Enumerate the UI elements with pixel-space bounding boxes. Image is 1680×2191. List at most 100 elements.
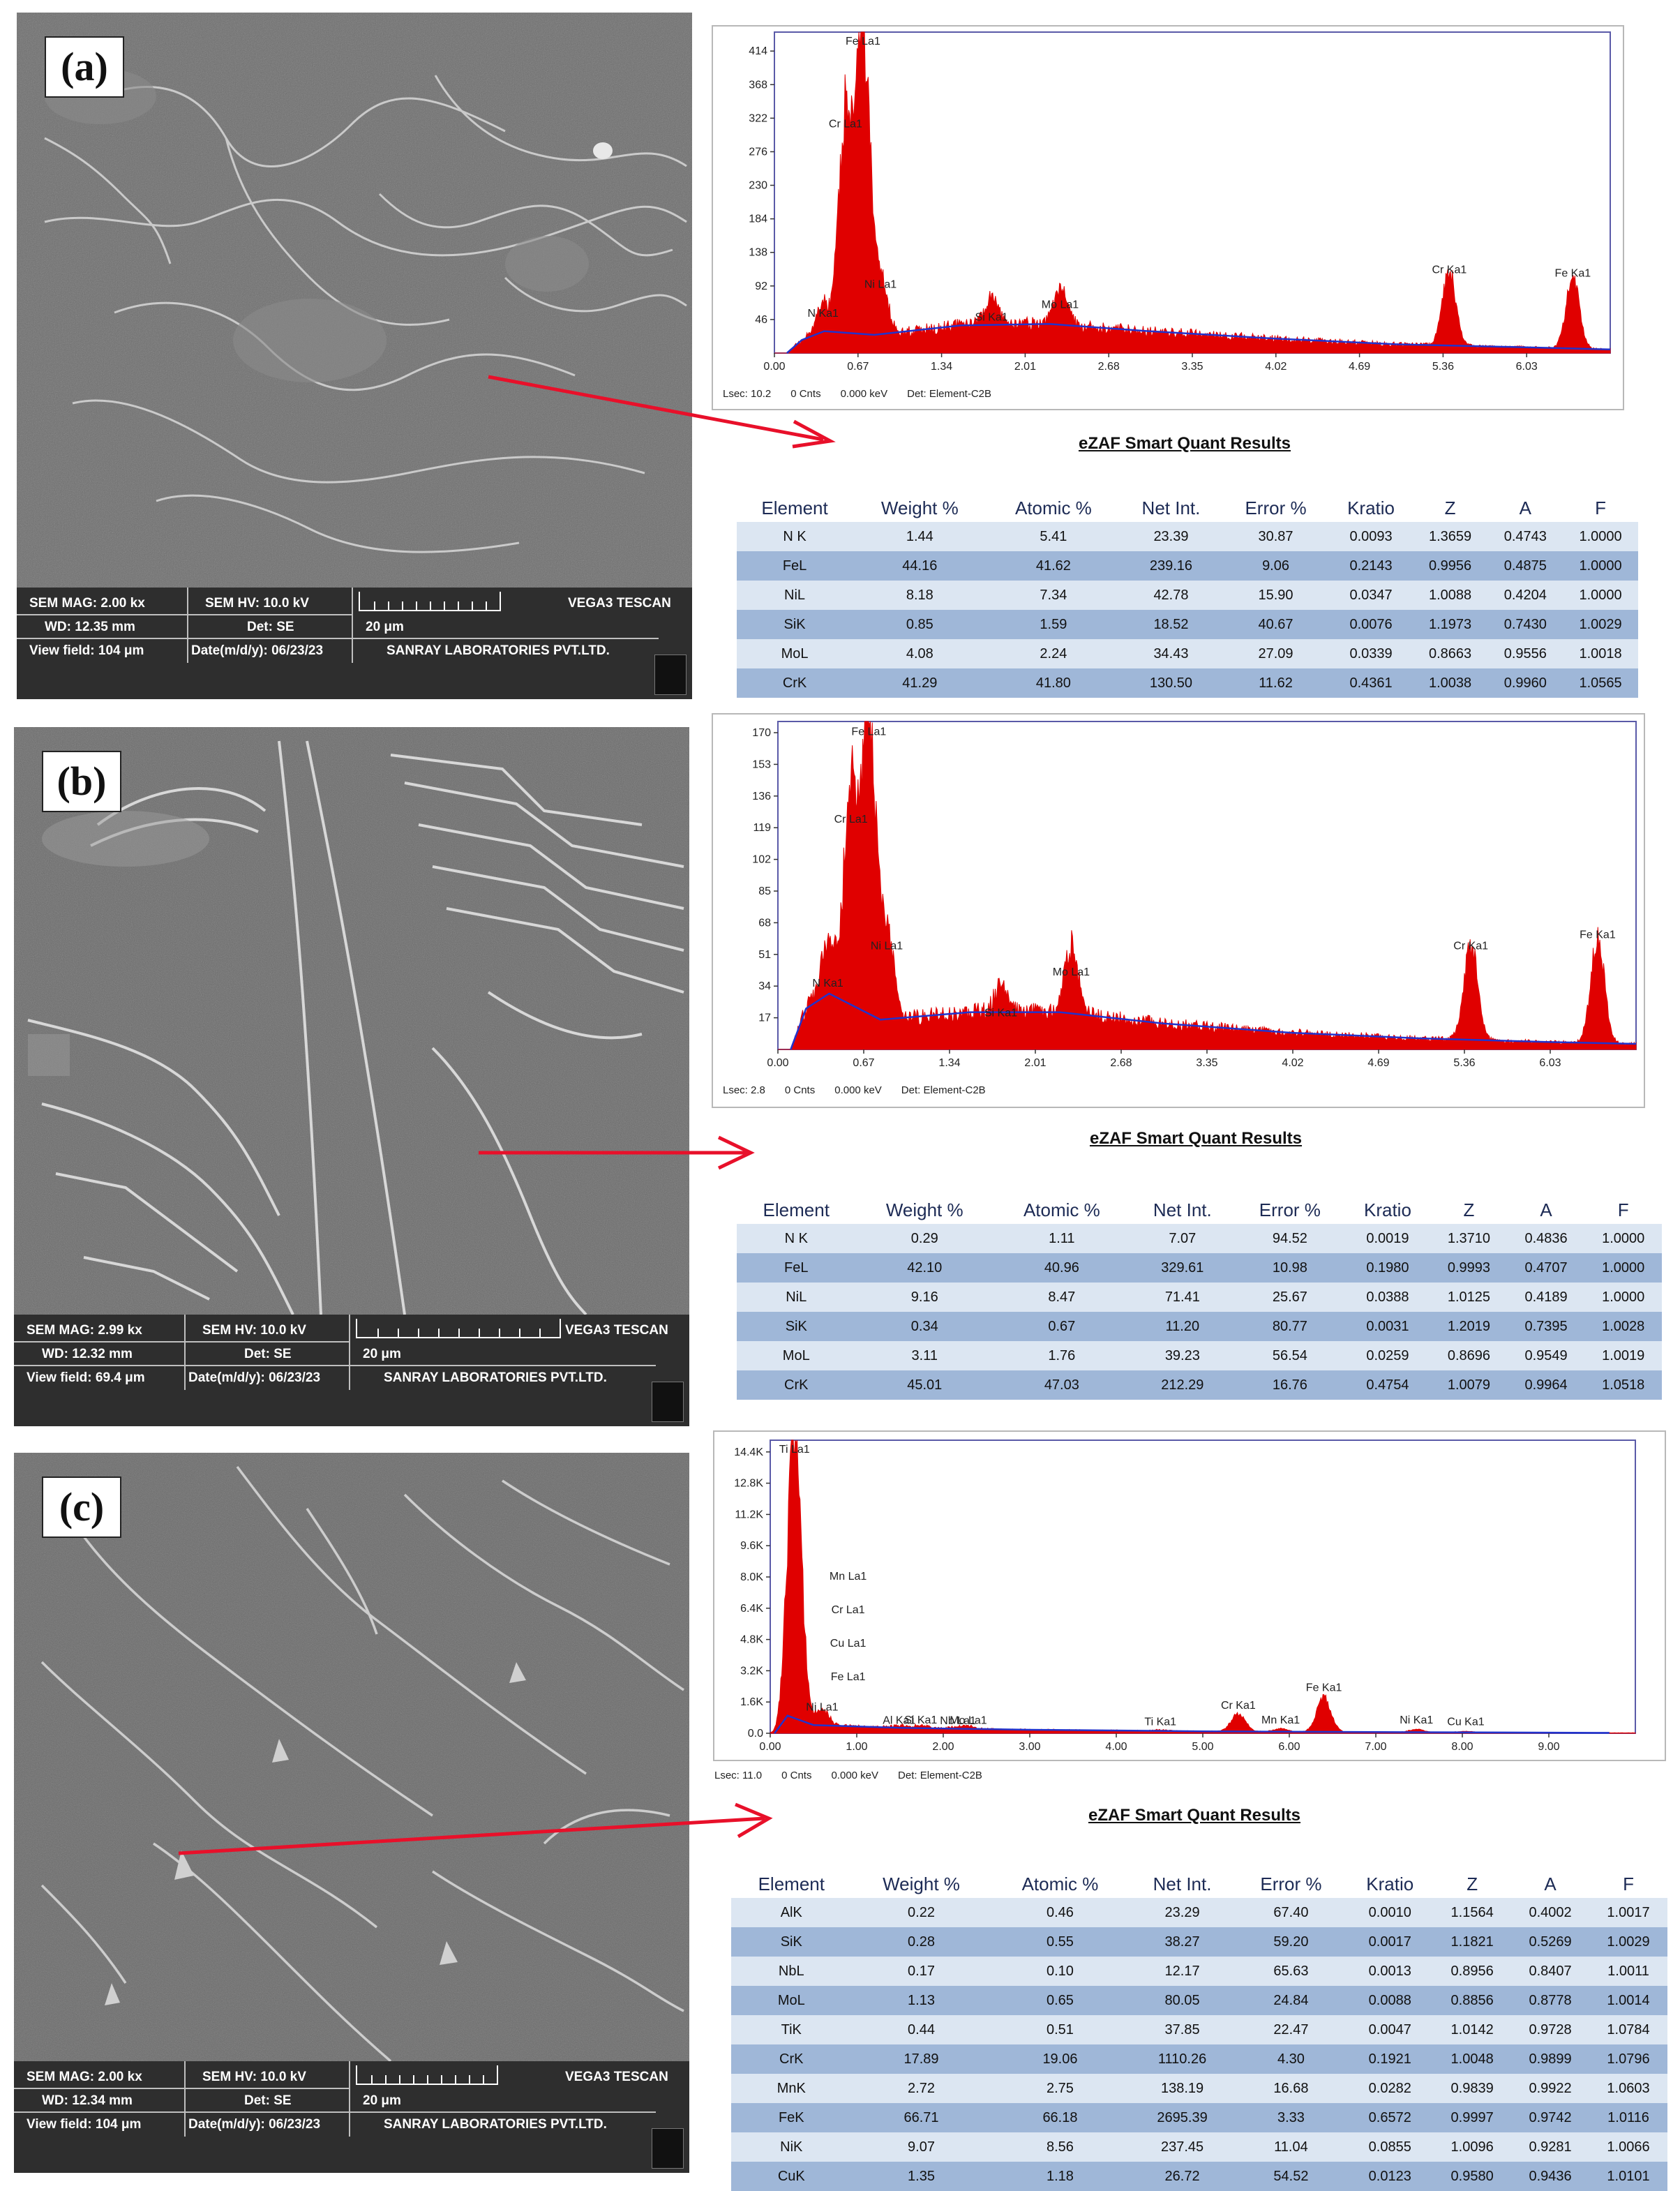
y-tick-label: 368 [749, 79, 767, 91]
quant-cell: 0.0031 [1344, 1312, 1431, 1341]
quant-row: CrK 41.29 41.80 130.50 11.62 0.4361 1.0038 0.99… [737, 668, 1638, 698]
quant-cell: 0.9580 [1433, 2162, 1512, 2191]
quant-cell: 11.04 [1235, 2132, 1347, 2162]
quant-cell: 0.9899 [1511, 2044, 1590, 2074]
quant-cell: 1.0017 [1589, 1898, 1667, 1927]
y-tick-label: 102 [752, 854, 771, 866]
quant-cell: 66.71 [851, 2103, 991, 2132]
panel-label-b: (b) [42, 751, 121, 812]
quant-cell: 1.0796 [1589, 2044, 1667, 2074]
quant-cell: 0.9997 [1433, 2103, 1512, 2132]
quant-cell: 16.68 [1235, 2074, 1347, 2103]
quant-cell: 1.0518 [1584, 1370, 1662, 1400]
plot-area [770, 1440, 1636, 1734]
panel-a: (a) SEM MAG: 2.00 kx SEM HV: 10.0 kV VEG… [0, 0, 1680, 705]
quant-cell: 1.0116 [1589, 2103, 1667, 2132]
quant-header-cell: Atomic % [1023, 1199, 1100, 1220]
quant-cell: 80.05 [1129, 1986, 1236, 2015]
quant-cell: 1.3659 [1412, 522, 1488, 551]
quant-header-cell: Element [763, 1199, 830, 1220]
quant-header-cell: Error % [1245, 497, 1307, 518]
quant-cell: 42.10 [855, 1253, 993, 1283]
quant-cell: CuK [731, 2162, 852, 2191]
quant-cell: 1.0014 [1589, 1986, 1667, 2015]
quant-header-cell: Weight % [880, 497, 959, 518]
y-tick-label: 92 [755, 281, 767, 292]
x-tick-label: 2.68 [1098, 361, 1120, 373]
quant-cell: 40.96 [993, 1253, 1130, 1283]
sem-mag: SEM MAG: 2.00 kx [29, 596, 145, 611]
quant-row: FeK 66.71 66.18 2695.39 3.33 0.6572 0.9997 0.97… [731, 2103, 1667, 2132]
quant-cell: 0.4189 [1507, 1283, 1585, 1312]
y-tick-label: 170 [752, 727, 771, 739]
peak-label: Si Ka1 [904, 1714, 937, 1726]
peak-label: Ni La1 [864, 278, 897, 290]
quant-cell: 0.67 [993, 1312, 1130, 1341]
quant-cell: SiK [737, 610, 853, 639]
x-tick-label: 4.02 [1265, 361, 1287, 373]
sem-micrograph-a [17, 13, 692, 588]
x-tick-label: 3.35 [1196, 1057, 1217, 1069]
quant-row: MoL 3.11 1.76 39.23 56.54 0.0259 0.8696 0.9549 1… [737, 1341, 1662, 1370]
quant-cell: 1.0011 [1589, 1957, 1667, 1986]
background-fit-line [774, 1714, 1610, 1734]
quant-cell: 7.07 [1130, 1224, 1235, 1253]
y-tick-label: 276 [749, 146, 767, 158]
quant-cell: MoL [737, 639, 853, 668]
quant-cell: 2.75 [991, 2074, 1130, 2103]
x-tick-label: 4.02 [1282, 1057, 1303, 1069]
y-tick-label: 136 [752, 791, 771, 802]
quant-header-cell: Weight % [885, 1199, 963, 1220]
plot-area [777, 721, 1637, 1050]
spectrum-area [778, 721, 1637, 1050]
quant-row: SiK 0.28 0.55 38.27 59.20 0.0017 1.1821 0.5269 1… [731, 1927, 1667, 1957]
quant-cell: 1.0000 [1563, 551, 1638, 581]
y-tick-label: 3.2K [740, 1665, 763, 1677]
sem-det: Det: SE [247, 620, 294, 634]
quant-cell: 0.4707 [1507, 1253, 1585, 1283]
quant-cell: 1.0019 [1584, 1341, 1662, 1370]
sem-mag: SEM MAG: 2.00 kx [27, 2070, 142, 2084]
peak-label: Cr La1 [832, 1604, 865, 1616]
quant-header-cell: Weight % [883, 1873, 960, 1894]
quant-row: NiL 8.18 7.34 42.78 15.90 0.0347 1.0088 0.4204 1… [737, 581, 1638, 610]
spectrum-footer-c: Lsec: 11.0 0 Cnts 0.000 keV Det: Element-C2… [714, 1770, 982, 1781]
quant-cell: 1.0066 [1589, 2132, 1667, 2162]
quant-cell: 1.0088 [1412, 581, 1488, 610]
spectrum-plot-a: 0.00 0.67 1.34 2.01 2.68 3.35 4.02 4.69 5.36 6.03… [749, 31, 1611, 373]
quant-header-cell: Net Int. [1153, 1873, 1212, 1894]
y-tick-label: 414 [749, 45, 767, 57]
quant-header-cell: Z [1467, 1873, 1478, 1894]
quant-header-cell: Error % [1260, 1873, 1322, 1894]
y-tick-label: 11.2K [735, 1509, 763, 1520]
quant-cell: MoL [737, 1341, 856, 1370]
quant-cell: 56.54 [1234, 1341, 1345, 1370]
quant-cell: 4.30 [1235, 2044, 1347, 2074]
quant-row: CuK 1.35 1.18 26.72 54.52 0.0123 0.9580 0.9436 1… [731, 2162, 1667, 2191]
x-tick-label: 6.03 [1539, 1057, 1561, 1069]
quant-cell: CrK [737, 1370, 856, 1400]
y-tick-label: 230 [749, 180, 767, 192]
x-tick-label: 4.00 [1105, 1741, 1127, 1753]
quant-cell: 44.16 [853, 551, 987, 581]
quant-cell: 3.33 [1235, 2103, 1347, 2132]
x-tick-label: 2.00 [932, 1741, 954, 1753]
quant-cell: FeL [737, 551, 853, 581]
quant-row: MoL 4.08 2.24 34.43 27.09 0.0339 0.8663 0.9556 1… [737, 639, 1638, 668]
quant-cell: 24.84 [1235, 1986, 1347, 2015]
sem-image-c: (c) SEM MAG: 2.00 kx SEM HV: 10.0 kV VEG… [14, 1453, 689, 2173]
quant-header-cell: Net Int. [1141, 497, 1201, 518]
quant-cell: 0.7430 [1487, 610, 1563, 639]
quant-cell: 1.0101 [1589, 2162, 1667, 2191]
sem-det: Det: SE [244, 1347, 292, 1361]
quant-cell: 1.0048 [1433, 2044, 1512, 2074]
quant-cell: 0.55 [991, 1927, 1130, 1957]
quant-cell: 1.18 [991, 2162, 1130, 2191]
quant-cell: 12.17 [1129, 1957, 1236, 1986]
arrow-b [479, 1135, 755, 1170]
spectrum-footer-a: Lsec: 10.2 0 Cnts 0.000 keV Det: Element-C2… [723, 388, 992, 400]
y-tick-label: 68 [758, 917, 771, 929]
quant-cell: 22.47 [1235, 2015, 1347, 2044]
quant-cell: 0.0019 [1344, 1224, 1431, 1253]
arrow-a [488, 375, 836, 449]
